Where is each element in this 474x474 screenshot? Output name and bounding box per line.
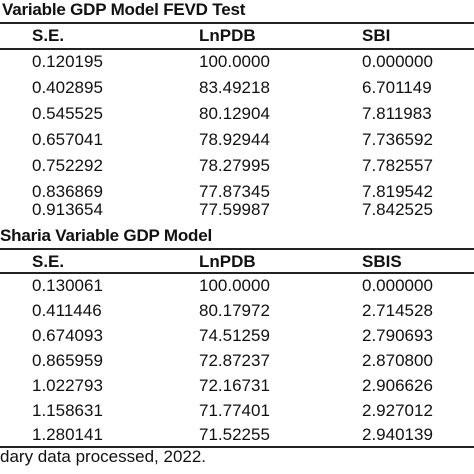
table1-cell-sbi: 0.000000	[362, 52, 433, 71]
table2-cell-lnpdb: 71.77401	[199, 401, 270, 420]
table1-cell-lnpdb: 77.59987	[199, 200, 270, 219]
table1-cell-se: 0.752292	[32, 156, 103, 175]
table2-header-rule	[0, 272, 474, 274]
table1-cell-se: 0.402895	[32, 78, 103, 97]
table2-cell-lnpdb: 74.51259	[199, 326, 270, 345]
table1-cell-lnpdb: 100.0000	[199, 52, 270, 71]
table2-header-row: S.E. LnPDB SBIS	[0, 249, 474, 275]
table2-cell-se: 1.280141	[32, 425, 103, 444]
table-row: 0.865959 72.87237 2.870800	[0, 348, 474, 374]
table2-cell-lnpdb: 72.16731	[199, 376, 270, 395]
table-row: 0.913654 77.59987 7.842525	[0, 197, 474, 223]
table-row: 0.674093 74.51259 2.790693	[0, 323, 474, 349]
table2-cell-sbis: 2.906626	[362, 376, 433, 395]
table2-cell-sbis: 2.927012	[362, 401, 433, 420]
table2-cell-se: 0.674093	[32, 326, 103, 345]
table-row: 0.402895 83.49218 6.701149	[0, 75, 474, 101]
table2-cell-se: 0.865959	[32, 351, 103, 370]
table2-cell-se: 0.130061	[32, 276, 103, 295]
table-row: 0.836869 77.87345 7.819542	[0, 179, 474, 205]
table1-header-rule	[0, 48, 474, 50]
table1-top-rule	[0, 22, 474, 24]
table2-cell-se: 1.158631	[32, 401, 103, 420]
table1-cell-se: 0.913654	[32, 200, 103, 219]
table-row: 1.022793 72.16731 2.906626	[0, 373, 474, 399]
table1-cell-se: 0.836869	[32, 182, 103, 201]
table1-caption: Variable GDP Model FEVD Test	[2, 0, 246, 19]
table2-cell-lnpdb: 80.17972	[199, 301, 270, 320]
table1-cell-sbi: 6.701149	[362, 78, 432, 97]
table2-cell-se: 1.022793	[32, 376, 103, 395]
table2-header-sbis: SBIS	[362, 252, 402, 271]
table2-header-lnpdb: LnPDB	[199, 252, 256, 271]
table2-cell-lnpdb: 72.87237	[199, 351, 270, 370]
table2-cell-sbis: 2.790693	[362, 326, 433, 345]
table-row: 1.280141 71.52255 2.940139	[0, 422, 474, 448]
table1-cell-lnpdb: 83.49218	[199, 78, 270, 97]
table1-header-row: S.E. LnPDB SBI	[0, 23, 474, 49]
table1-cell-lnpdb: 78.27995	[199, 156, 270, 175]
table1-cell-se: 0.120195	[32, 52, 103, 71]
table1-cell-sbi: 7.819542	[362, 182, 433, 201]
table1-cell-sbi: 7.782557	[362, 156, 433, 175]
table2-caption: Sharia Variable GDP Model	[0, 226, 212, 245]
table2-cell-sbis: 0.000000	[362, 276, 433, 295]
table2-cell-se: 0.411446	[32, 301, 102, 320]
table1-header-sbi: SBI	[362, 26, 391, 45]
table-row: 1.158631 71.77401 2.927012	[0, 398, 474, 424]
table2-cell-sbis: 2.870800	[362, 351, 433, 370]
table-row: 0.120195 100.0000 0.000000	[0, 49, 474, 75]
table1-cell-lnpdb: 77.87345	[199, 182, 270, 201]
table2-bottom-rule	[0, 446, 474, 448]
table2-header-se: S.E.	[32, 252, 65, 271]
table1-cell-sbi: 7.842525	[362, 200, 433, 219]
table2-cell-sbis: 2.940139	[362, 425, 433, 444]
table1-cell-se: 0.545525	[32, 104, 103, 123]
table1-cell-lnpdb: 78.92944	[199, 130, 270, 149]
table1-header-se: S.E.	[32, 26, 65, 45]
table-row: 0.657041 78.92944 7.736592	[0, 127, 474, 153]
table1-cell-lnpdb: 80.12904	[199, 104, 270, 123]
table-row: 0.130061 100.0000 0.000000	[0, 273, 474, 299]
table-row: 0.411446 80.17972 2.714528	[0, 298, 474, 324]
table1-cell-se: 0.657041	[32, 130, 103, 149]
table2-top-rule	[0, 248, 474, 250]
table2-cell-lnpdb: 100.0000	[199, 276, 270, 295]
source-note: dary data processed, 2022.	[0, 447, 207, 466]
table2-cell-sbis: 2.714528	[362, 301, 433, 320]
table1-header-lnpdb: LnPDB	[199, 26, 256, 45]
table-row: 0.545525 80.12904 7.811983	[0, 101, 474, 127]
table1-cell-sbi: 7.736592	[362, 130, 433, 149]
table2-cell-lnpdb: 71.52255	[199, 425, 270, 444]
table1-cell-sbi: 7.811983	[362, 104, 432, 123]
table-row: 0.752292 78.27995 7.782557	[0, 153, 474, 179]
